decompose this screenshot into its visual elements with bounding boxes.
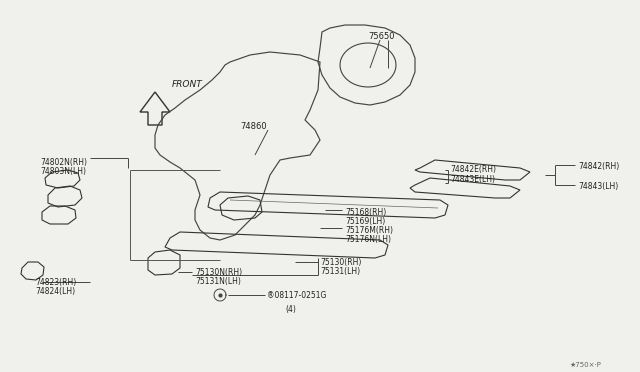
Text: 75650: 75650 [368,32,394,41]
Text: 75176M(RH): 75176M(RH) [345,226,393,235]
Text: 74823(RH): 74823(RH) [35,278,76,287]
Text: ★750×·P: ★750×·P [570,362,602,368]
Text: FRONT: FRONT [172,80,203,89]
Text: 75131N(LH): 75131N(LH) [195,277,241,286]
Text: 75176N(LH): 75176N(LH) [345,235,391,244]
Text: 75168(RH): 75168(RH) [345,208,387,217]
Text: 74824(LH): 74824(LH) [35,287,75,296]
Text: 74860: 74860 [240,122,267,131]
Text: 74842E(RH): 74842E(RH) [450,165,496,174]
Text: 74803N(LH): 74803N(LH) [40,167,86,176]
Text: 74842(RH): 74842(RH) [578,162,620,171]
Text: 74843(LH): 74843(LH) [578,182,618,191]
Text: 75130(RH): 75130(RH) [320,258,362,267]
Text: 74843E(LH): 74843E(LH) [450,175,495,184]
Text: 75131(LH): 75131(LH) [320,267,360,276]
Text: 74802N(RH): 74802N(RH) [40,158,87,167]
Text: 75169(LH): 75169(LH) [345,217,385,226]
Text: 75130N(RH): 75130N(RH) [195,268,242,277]
Text: ®08117-0251G: ®08117-0251G [267,291,326,300]
Text: (4): (4) [285,305,296,314]
